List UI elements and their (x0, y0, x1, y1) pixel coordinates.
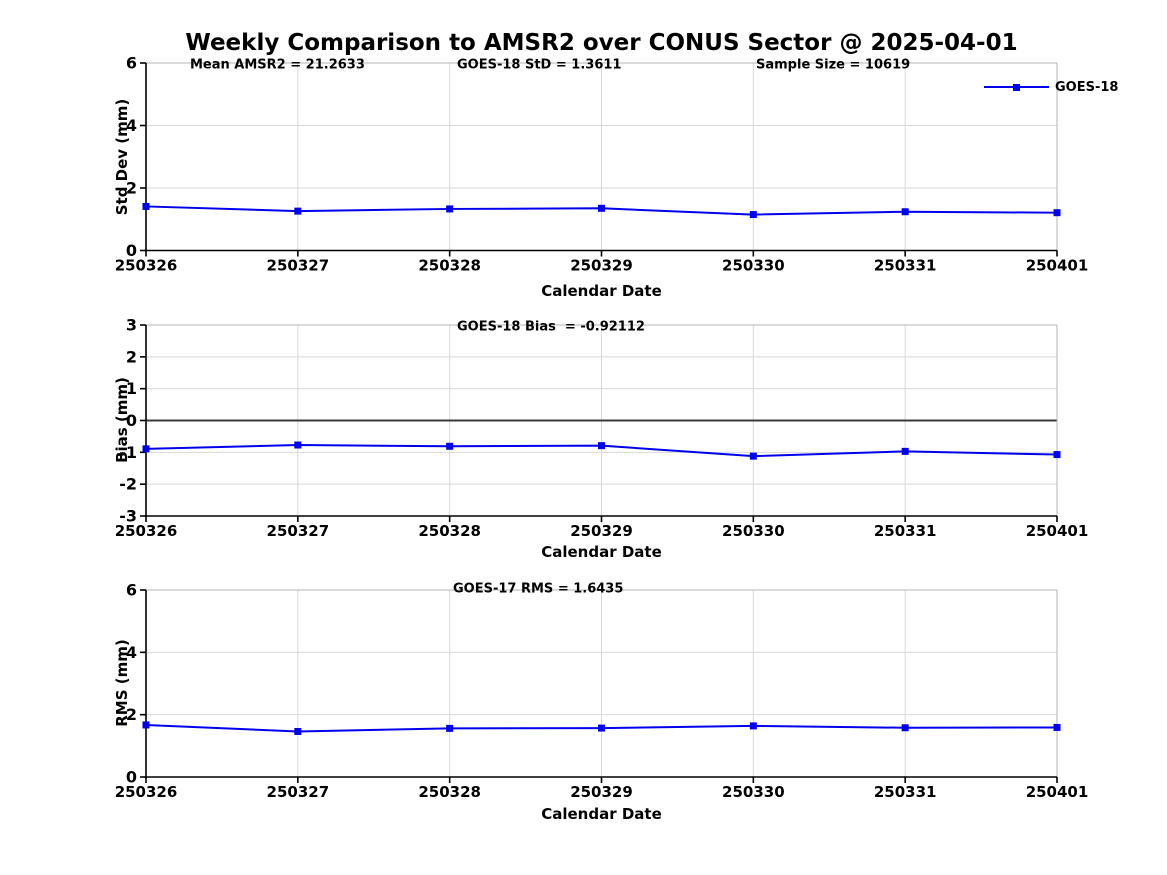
y-tick-label: -2 (119, 475, 137, 494)
annotation-goes18-std: GOES-18 StD = 1.3611 (457, 57, 622, 73)
x-tick-label: 250330 (722, 522, 785, 540)
legend: GOES-18 (984, 76, 1144, 98)
data-point-marker (142, 202, 150, 210)
x-tick-label: 250327 (267, 783, 330, 801)
panel-std-dev: 250326 250327 250328 250329 250330 250331 2504… (115, 54, 1089, 275)
x-tick-label: 250326 (115, 783, 178, 801)
y-tick-label: 2 (126, 179, 137, 198)
y-axis-label-bias: Bias (mm) (113, 377, 131, 463)
x-tick-label: 250329 (570, 257, 633, 275)
x-tick-label: 250329 (570, 522, 633, 540)
annotation-goes17-rms: GOES-17 RMS = 1.6435 (453, 581, 624, 597)
y-tick-label: 0 (126, 768, 137, 787)
x-axis-label-panel3: Calendar Date (541, 805, 662, 823)
x-tick-label: 250330 (722, 783, 785, 801)
data-point-marker (446, 442, 454, 450)
x-tick-label: 250328 (418, 522, 481, 540)
x-axis-label-panel2: Calendar Date (541, 543, 662, 561)
y-tick-label: 4 (126, 116, 137, 135)
y-axis-label-std-dev: Std Dev (mm) (113, 98, 131, 216)
panel-bias: 250326 250327 250328 250329 250330 250331 2504… (115, 316, 1089, 541)
panel-std-dev-grid (146, 63, 1057, 251)
panel-rms: 250326 250327 250328 250329 250330 250331 2504… (115, 581, 1089, 802)
data-point-marker (446, 205, 454, 213)
series-GOES-18 (142, 441, 1061, 460)
panel-rms-ticks: 250326 250327 250328 250329 250330 250331 2504… (115, 581, 1089, 802)
x-tick-label: 250331 (874, 522, 937, 540)
data-point-marker (142, 445, 150, 453)
x-tick-label: 250401 (1026, 783, 1089, 801)
x-tick-label: 250327 (267, 522, 330, 540)
data-point-marker (749, 211, 757, 219)
x-tick-label: 250401 (1026, 257, 1089, 275)
panel-rms-grid (146, 590, 1057, 777)
y-tick-label: 2 (126, 705, 137, 724)
data-point-marker (901, 447, 909, 455)
x-tick-label: 250326 (115, 522, 178, 540)
panel-std-dev-ticks: 250326 250327 250328 250329 250330 250331 2504… (115, 54, 1089, 275)
panel-bias-ticks: 250326 250327 250328 250329 250330 250331 2504… (115, 316, 1089, 541)
x-tick-label: 250329 (570, 783, 633, 801)
y-axis-label-rms: RMS (mm) (113, 639, 131, 727)
data-point-marker (294, 207, 302, 215)
annotation-sample-size: Sample Size = 10619 (756, 57, 911, 73)
y-tick-label: 0 (126, 411, 137, 430)
x-tick-label: 250331 (874, 783, 937, 801)
x-axis-label-panel1: Calendar Date (541, 282, 662, 300)
annotation-goes18-bias: GOES-18 Bias = -0.92112 (457, 319, 645, 335)
data-point-marker (749, 722, 757, 730)
data-point-marker (294, 441, 302, 449)
annotation-mean-amsr2: Mean AMSR2 = 21.2633 (190, 57, 365, 73)
data-point-marker (142, 721, 150, 729)
data-point-marker (598, 204, 605, 212)
y-tick-label: 6 (126, 581, 137, 600)
data-point-marker (901, 724, 909, 732)
x-tick-label: 250326 (115, 257, 178, 275)
legend-label: GOES-18 (1055, 80, 1119, 95)
page-title: Weekly Comparison to AMSR2 over CONUS Se… (185, 30, 1018, 56)
data-point-marker (1053, 451, 1061, 459)
y-tick-label: 1 (126, 379, 137, 398)
data-point-marker (901, 208, 909, 216)
y-tick-label: 4 (126, 643, 137, 662)
y-tick-label: 3 (126, 316, 137, 335)
data-point-marker (446, 724, 454, 732)
x-tick-label: 250331 (874, 257, 937, 275)
data-point-marker (1053, 209, 1061, 217)
y-tick-label: -3 (119, 507, 137, 526)
y-tick-label: 0 (126, 241, 137, 260)
series-GOES-18 (142, 721, 1061, 735)
data-point-marker (1053, 723, 1061, 731)
x-tick-label: 250328 (418, 257, 481, 275)
y-tick-label: -1 (119, 443, 137, 462)
data-point-marker (749, 452, 757, 460)
data-point-marker (294, 727, 302, 735)
x-tick-label: 250330 (722, 257, 785, 275)
x-tick-label: 250327 (267, 257, 330, 275)
legend-square-marker-icon (1013, 83, 1020, 91)
y-tick-label: 2 (126, 347, 137, 366)
x-tick-label: 250328 (418, 783, 481, 801)
x-tick-label: 250401 (1026, 522, 1089, 540)
data-point-marker (598, 442, 605, 450)
series-GOES-18 (142, 202, 1061, 219)
y-tick-label: 6 (126, 54, 137, 73)
data-point-marker (598, 724, 605, 732)
